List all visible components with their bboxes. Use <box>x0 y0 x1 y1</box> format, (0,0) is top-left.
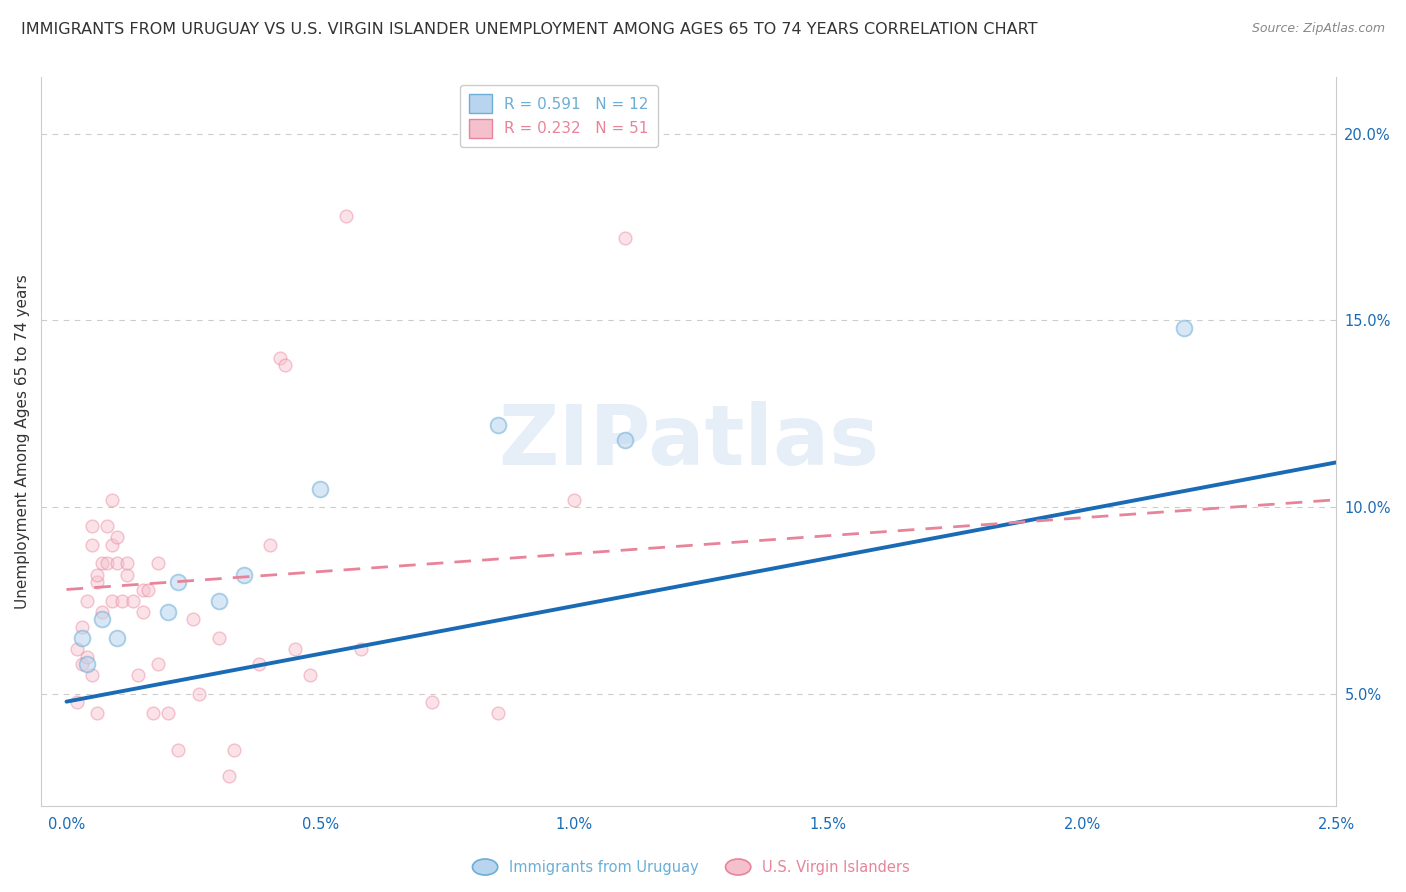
Point <box>309 482 332 496</box>
Point <box>259 538 281 552</box>
Point <box>91 605 114 619</box>
Point <box>70 657 93 672</box>
Text: IMMIGRANTS FROM URUGUAY VS U.S. VIRGIN ISLANDER UNEMPLOYMENT AMONG AGES 65 TO 74: IMMIGRANTS FROM URUGUAY VS U.S. VIRGIN I… <box>21 22 1038 37</box>
Point <box>91 612 114 626</box>
Point <box>70 620 93 634</box>
Point <box>142 706 165 720</box>
Point <box>76 649 98 664</box>
Point <box>96 519 118 533</box>
Point <box>66 695 89 709</box>
Text: Immigrants from Uruguay: Immigrants from Uruguay <box>509 860 699 874</box>
Point <box>222 743 245 757</box>
Point <box>86 706 108 720</box>
Point <box>614 433 637 447</box>
Point <box>157 605 180 619</box>
Point <box>249 657 271 672</box>
Point <box>233 567 256 582</box>
Point <box>274 358 297 372</box>
Text: ZIPatlas: ZIPatlas <box>498 401 879 483</box>
Point <box>96 557 118 571</box>
Point <box>562 492 585 507</box>
Point <box>131 605 153 619</box>
Point <box>76 657 98 672</box>
Point <box>66 642 89 657</box>
Point <box>187 687 209 701</box>
Point <box>105 530 128 544</box>
Point <box>70 631 93 645</box>
Point <box>269 351 291 365</box>
Point <box>80 668 103 682</box>
Point <box>101 538 124 552</box>
Point <box>284 642 307 657</box>
Text: Source: ZipAtlas.com: Source: ZipAtlas.com <box>1251 22 1385 36</box>
Point <box>136 582 159 597</box>
Point <box>121 593 143 607</box>
Point <box>208 593 231 607</box>
Point <box>420 695 443 709</box>
Point <box>208 631 231 645</box>
Point <box>76 593 98 607</box>
Point <box>335 209 357 223</box>
Point <box>86 567 108 582</box>
Point <box>86 574 108 589</box>
Point <box>105 631 128 645</box>
Point <box>183 612 205 626</box>
Point <box>167 743 190 757</box>
Point <box>111 593 134 607</box>
Legend: R = 0.591   N = 12, R = 0.232   N = 51: R = 0.591 N = 12, R = 0.232 N = 51 <box>460 85 658 147</box>
Point <box>131 582 153 597</box>
Point <box>486 706 509 720</box>
Point <box>614 231 637 245</box>
Point <box>117 567 139 582</box>
Point <box>91 557 114 571</box>
Point <box>101 593 124 607</box>
Point <box>80 538 103 552</box>
Point <box>350 642 373 657</box>
Y-axis label: Unemployment Among Ages 65 to 74 years: Unemployment Among Ages 65 to 74 years <box>15 275 30 609</box>
Point <box>299 668 322 682</box>
Point <box>80 519 103 533</box>
Point <box>127 668 149 682</box>
Point <box>105 557 128 571</box>
Text: U.S. Virgin Islanders: U.S. Virgin Islanders <box>762 860 910 874</box>
Point <box>1173 321 1195 335</box>
Point <box>486 418 509 433</box>
Point <box>146 557 169 571</box>
Point <box>117 557 139 571</box>
Point <box>157 706 180 720</box>
Point <box>146 657 169 672</box>
Point <box>101 492 124 507</box>
Point <box>167 574 190 589</box>
Point <box>218 769 240 783</box>
